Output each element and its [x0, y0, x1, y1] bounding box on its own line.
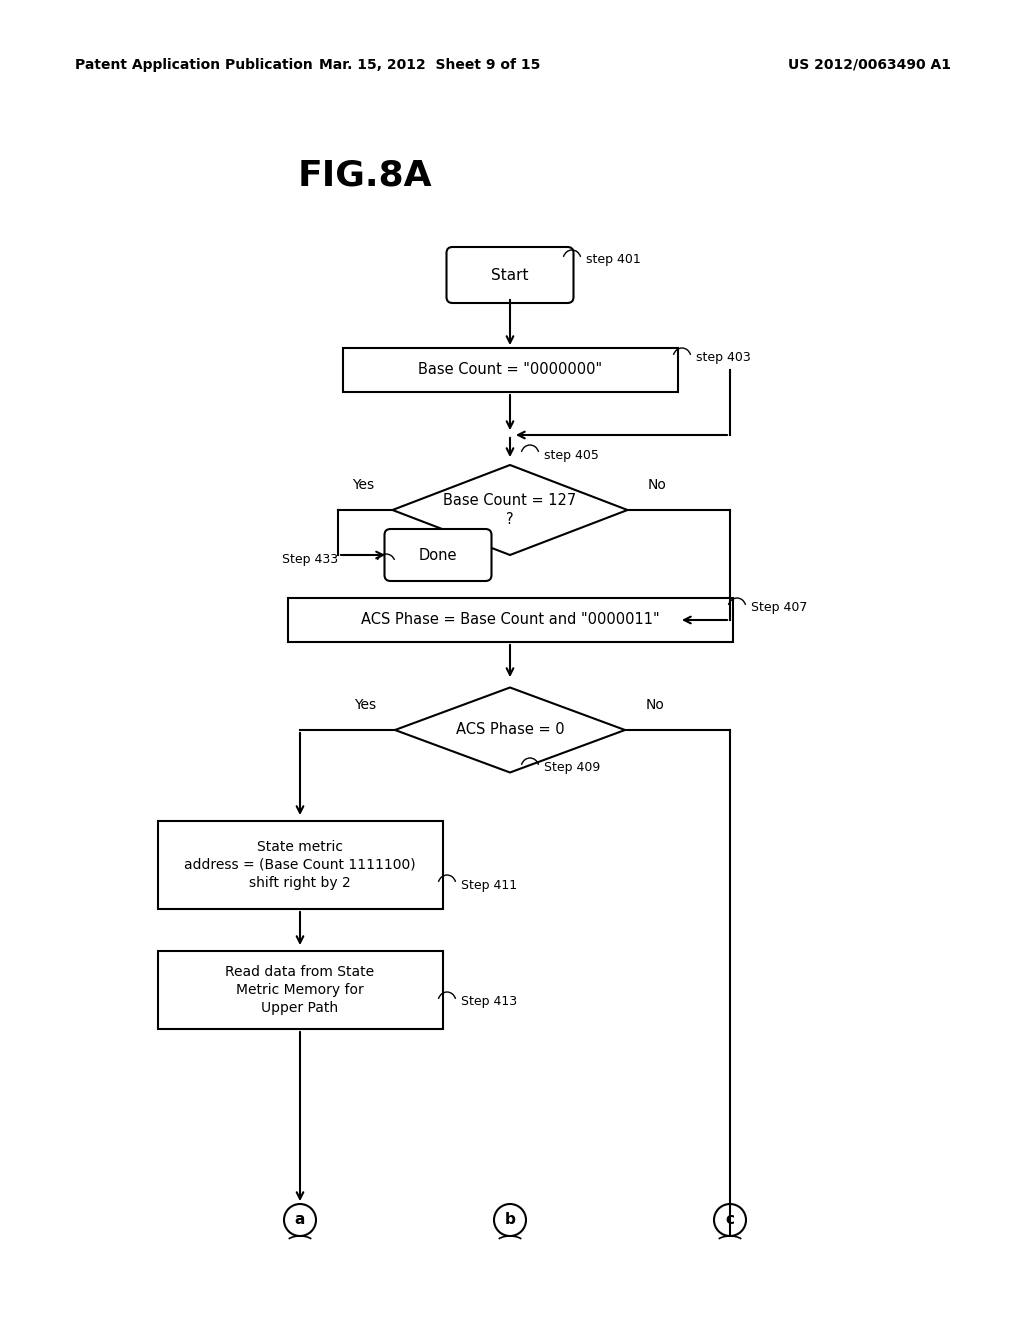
Text: ACS Phase = 0: ACS Phase = 0 — [456, 722, 564, 738]
Text: Start: Start — [492, 268, 528, 282]
Text: Read data from State
Metric Memory for
Upper Path: Read data from State Metric Memory for U… — [225, 965, 375, 1015]
Bar — [288, 598, 732, 642]
Text: Patent Application Publication: Patent Application Publication — [75, 58, 312, 73]
Text: Step 411: Step 411 — [461, 879, 517, 891]
Bar — [158, 950, 442, 1030]
Text: Step 413: Step 413 — [461, 995, 517, 1008]
Text: c: c — [725, 1213, 734, 1228]
Text: b: b — [505, 1213, 515, 1228]
Text: step 401: step 401 — [586, 253, 641, 267]
Polygon shape — [395, 688, 625, 772]
Text: Step 407: Step 407 — [751, 602, 807, 615]
Text: FIG.8A: FIG.8A — [298, 158, 432, 191]
Text: Base Count = "0000000": Base Count = "0000000" — [418, 363, 602, 378]
Text: ACS Phase = Base Count and "0000011": ACS Phase = Base Count and "0000011" — [360, 612, 659, 627]
Bar — [158, 821, 442, 909]
Text: Yes: Yes — [354, 698, 376, 711]
Text: No: No — [647, 478, 667, 492]
Text: Step 409: Step 409 — [544, 762, 600, 775]
Text: a: a — [295, 1213, 305, 1228]
Text: step 405: step 405 — [544, 449, 599, 462]
Text: No: No — [645, 698, 665, 711]
FancyBboxPatch shape — [446, 247, 573, 304]
FancyBboxPatch shape — [384, 529, 492, 581]
Text: Mar. 15, 2012  Sheet 9 of 15: Mar. 15, 2012 Sheet 9 of 15 — [319, 58, 541, 73]
Text: Step 433: Step 433 — [282, 553, 338, 566]
Polygon shape — [392, 465, 628, 554]
Text: step 403: step 403 — [696, 351, 751, 364]
Text: State metric
address = (Base Count 1111100)
shift right by 2: State metric address = (Base Count 11111… — [184, 840, 416, 891]
Text: Done: Done — [419, 548, 458, 562]
Text: Base Count = 127
?: Base Count = 127 ? — [443, 492, 577, 528]
Text: US 2012/0063490 A1: US 2012/0063490 A1 — [788, 58, 951, 73]
Bar — [342, 348, 678, 392]
Text: Yes: Yes — [352, 478, 374, 492]
